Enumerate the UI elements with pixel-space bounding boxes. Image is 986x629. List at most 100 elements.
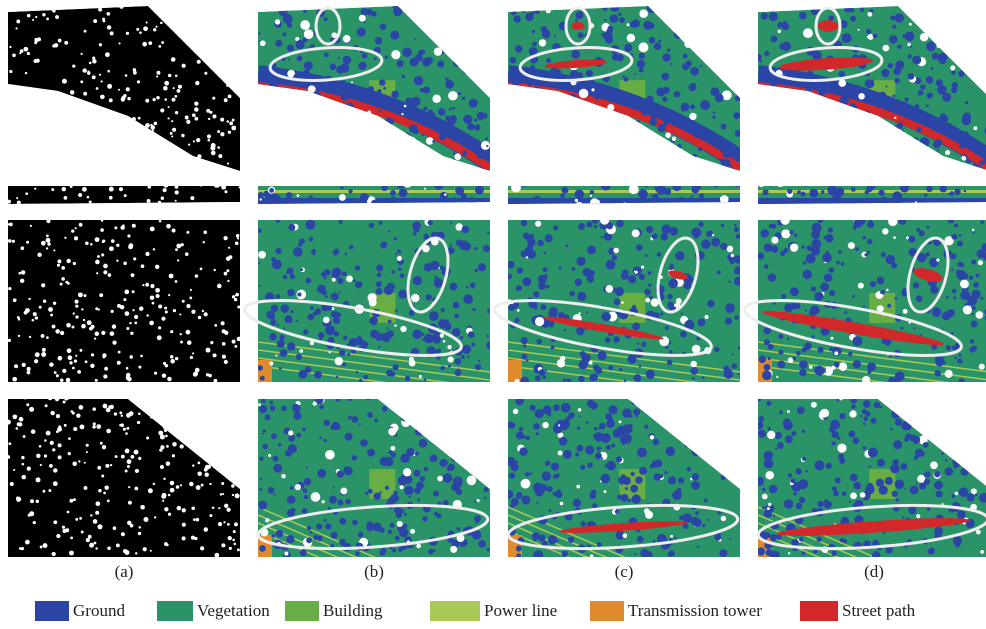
point-cluster xyxy=(393,237,396,240)
point-cluster xyxy=(604,465,607,468)
point-cluster xyxy=(691,196,694,199)
point-cluster xyxy=(973,428,978,433)
point-cluster xyxy=(809,155,818,164)
point-cluster xyxy=(865,411,871,417)
point-cluster xyxy=(217,146,220,149)
point-cluster xyxy=(404,513,407,516)
point-cluster xyxy=(934,471,940,477)
point-cluster xyxy=(645,298,650,303)
point-cluster xyxy=(167,377,171,381)
point-cluster xyxy=(679,14,681,16)
point-cluster xyxy=(590,195,592,197)
point-cluster xyxy=(478,447,487,456)
point-cluster xyxy=(313,535,318,540)
point-cluster xyxy=(226,508,230,512)
point-cluster xyxy=(435,276,438,279)
point-cluster xyxy=(74,236,78,240)
point-cluster xyxy=(91,120,93,122)
point-cluster xyxy=(64,237,66,239)
point-cluster xyxy=(936,491,943,498)
point-cluster xyxy=(149,321,154,326)
point-cluster xyxy=(635,271,638,274)
point-cluster xyxy=(437,476,443,482)
point-cluster xyxy=(542,30,551,39)
point-cluster xyxy=(290,274,296,280)
point-cluster xyxy=(162,374,166,378)
point-cluster xyxy=(127,234,130,237)
point-cluster xyxy=(674,29,684,39)
point-cluster xyxy=(87,320,92,325)
point-cluster xyxy=(966,166,972,172)
point-cluster xyxy=(851,404,856,409)
point-cluster xyxy=(544,252,547,255)
point-cluster xyxy=(470,198,477,205)
point-cluster xyxy=(799,537,803,541)
point-cluster xyxy=(432,140,435,143)
point-cluster xyxy=(339,220,343,224)
point-cluster xyxy=(192,21,197,26)
point-cluster xyxy=(648,271,652,275)
point-cluster xyxy=(613,336,620,343)
point-cluster xyxy=(476,65,478,67)
point-cluster xyxy=(958,423,968,433)
point-cluster xyxy=(542,422,548,428)
point-cluster xyxy=(141,164,144,167)
point-cluster xyxy=(799,369,806,376)
point-cluster xyxy=(935,370,941,376)
point-cluster xyxy=(58,443,62,447)
point-cluster xyxy=(12,180,16,184)
point-cluster xyxy=(19,547,22,550)
point-cluster xyxy=(735,402,745,412)
point-cluster xyxy=(684,40,692,48)
point-cluster xyxy=(712,116,715,119)
point-cluster xyxy=(621,494,629,502)
point-cluster xyxy=(614,199,616,201)
point-cluster xyxy=(6,455,10,459)
point-cluster xyxy=(207,134,211,138)
point-cluster xyxy=(942,206,946,210)
point-cluster xyxy=(693,34,697,38)
point-cluster xyxy=(98,8,102,12)
point-cluster xyxy=(411,545,414,548)
point-cluster xyxy=(174,95,177,98)
point-cluster xyxy=(862,236,866,240)
point-cluster xyxy=(870,281,876,287)
point-cluster xyxy=(14,364,18,368)
point-cluster xyxy=(442,166,449,173)
point-cluster xyxy=(30,225,32,227)
point-cluster xyxy=(314,371,322,379)
point-cluster xyxy=(162,493,167,498)
point-cluster xyxy=(673,404,682,413)
point-cluster xyxy=(79,349,82,352)
point-cluster xyxy=(817,217,823,223)
point-cluster xyxy=(969,68,971,70)
point-cluster xyxy=(103,270,107,274)
point-cluster xyxy=(202,310,204,312)
point-cluster xyxy=(397,256,402,261)
point-cluster xyxy=(799,12,807,20)
point-cluster xyxy=(694,345,696,347)
point-cluster xyxy=(699,193,705,199)
point-cluster xyxy=(103,404,108,409)
point-cluster xyxy=(61,113,64,116)
point-cluster xyxy=(403,156,411,164)
point-cluster xyxy=(29,336,31,338)
point-cluster xyxy=(277,340,285,348)
point-cluster xyxy=(226,269,229,272)
point-cluster xyxy=(592,503,597,508)
point-cluster xyxy=(481,75,486,80)
point-cluster xyxy=(56,374,59,377)
point-cluster xyxy=(233,543,236,546)
point-cluster xyxy=(277,158,284,165)
point-cluster xyxy=(177,506,182,511)
point-cluster xyxy=(788,552,790,554)
point-cluster xyxy=(318,332,324,338)
point-cluster xyxy=(930,67,933,70)
point-cluster xyxy=(600,216,609,225)
point-cluster xyxy=(199,183,203,187)
point-cluster xyxy=(291,139,296,144)
point-cluster xyxy=(707,519,709,521)
point-cluster xyxy=(237,305,240,308)
point-cluster xyxy=(363,375,368,380)
point-cluster xyxy=(517,267,523,273)
